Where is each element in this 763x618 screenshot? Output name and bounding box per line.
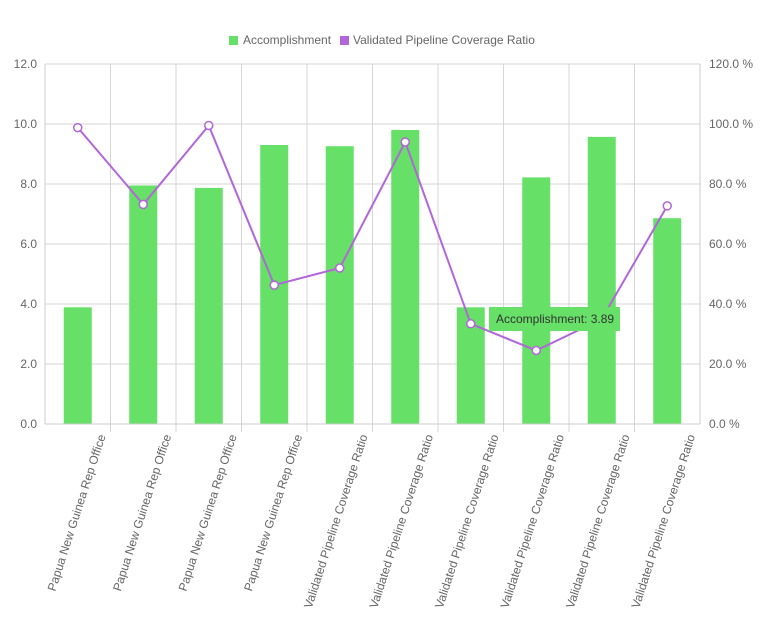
coverage-ratio-point[interactable] [73, 122, 83, 133]
right-tick-label: 20.0 % [709, 357, 747, 371]
category-label: Papua New Guinea Rep Office [241, 432, 305, 592]
left-tick-label: 10.0 [14, 117, 38, 131]
tooltip-text: Accomplishment: 3.89 [496, 312, 614, 326]
right-axis-ticks: 0.0 % 20.0 % 40.0 % 60.0 % 80.0 % 100.0 % 120.… [709, 57, 753, 431]
grid-lines [45, 63, 700, 432]
category-label: Papua New Guinea Rep Office [176, 432, 240, 592]
coverage-ratio-point[interactable] [400, 137, 410, 147]
coverage-ratio-point[interactable] [662, 201, 672, 211]
category-label: Validated Pipeline Coverage Ratio [367, 432, 437, 610]
bar-accomplishment[interactable] [129, 185, 158, 425]
category-label: Validated Pipeline Coverage Ratio [629, 432, 699, 610]
bar-accomplishment[interactable] [63, 307, 92, 424]
coverage-ratio-point[interactable] [335, 263, 345, 273]
legend-swatch-coverage-ratio[interactable] [340, 36, 349, 45]
left-tick-label: 4.0 [20, 297, 37, 311]
category-label: Validated Pipeline Coverage Ratio [301, 432, 371, 610]
coverage-ratio-point[interactable] [531, 345, 541, 356]
right-tick-label: 120.0 % [709, 57, 753, 71]
right-tick-label: 80.0 % [709, 177, 747, 191]
category-label: Papua New Guinea Rep Office [45, 432, 109, 592]
left-axis-ticks: 0.0 2.0 4.0 6.0 8.0 10.0 12.0 [14, 57, 38, 431]
left-tick-label: 12.0 [14, 57, 38, 71]
legend-swatch-accomplishment[interactable] [229, 36, 238, 45]
left-tick-label: 0.0 [20, 417, 37, 431]
right-tick-label: 60.0 % [709, 237, 747, 251]
category-label: Papua New Guinea Rep Office [110, 432, 174, 592]
coverage-ratio-point[interactable] [204, 120, 214, 131]
bar-accomplishment[interactable] [391, 130, 420, 424]
axes [44, 64, 701, 425]
bar-accomplishment[interactable] [522, 177, 551, 424]
bar-accomplishment[interactable] [194, 187, 223, 424]
category-label: Validated Pipeline Coverage Ratio [563, 432, 633, 610]
coverage-ratio-line [76, 123, 669, 352]
coverage-ratio-point[interactable] [466, 319, 476, 329]
right-tick-label: 100.0 % [709, 117, 753, 131]
bar-accomplishment[interactable] [587, 136, 616, 424]
tooltip-box [489, 307, 620, 331]
legend[interactable]: Accomplishment Validated Pipeline Covera… [229, 33, 535, 47]
right-tick-label: 0.0 % [709, 417, 740, 431]
left-tick-label: 6.0 [20, 237, 37, 251]
tooltip: Accomplishment: 3.89 [489, 307, 620, 331]
legend-label-coverage-ratio[interactable]: Validated Pipeline Coverage Ratio [353, 33, 535, 47]
bar-accomplishment[interactable] [325, 146, 354, 424]
right-tick-label: 40.0 % [709, 297, 747, 311]
category-label: Validated Pipeline Coverage Ratio [498, 432, 568, 610]
coverage-ratio-point[interactable] [269, 280, 279, 290]
coverage-ratio-point[interactable] [138, 199, 148, 210]
category-labels: Papua New Guinea Rep Office Papua New Gui… [45, 432, 699, 610]
bar-accomplishment[interactable] [653, 218, 682, 424]
bar-series [63, 130, 682, 425]
legend-label-accomplishment[interactable]: Accomplishment [243, 33, 332, 47]
category-label: Validated Pipeline Coverage Ratio [432, 432, 502, 610]
left-tick-label: 2.0 [20, 357, 37, 371]
left-tick-label: 8.0 [20, 177, 37, 191]
